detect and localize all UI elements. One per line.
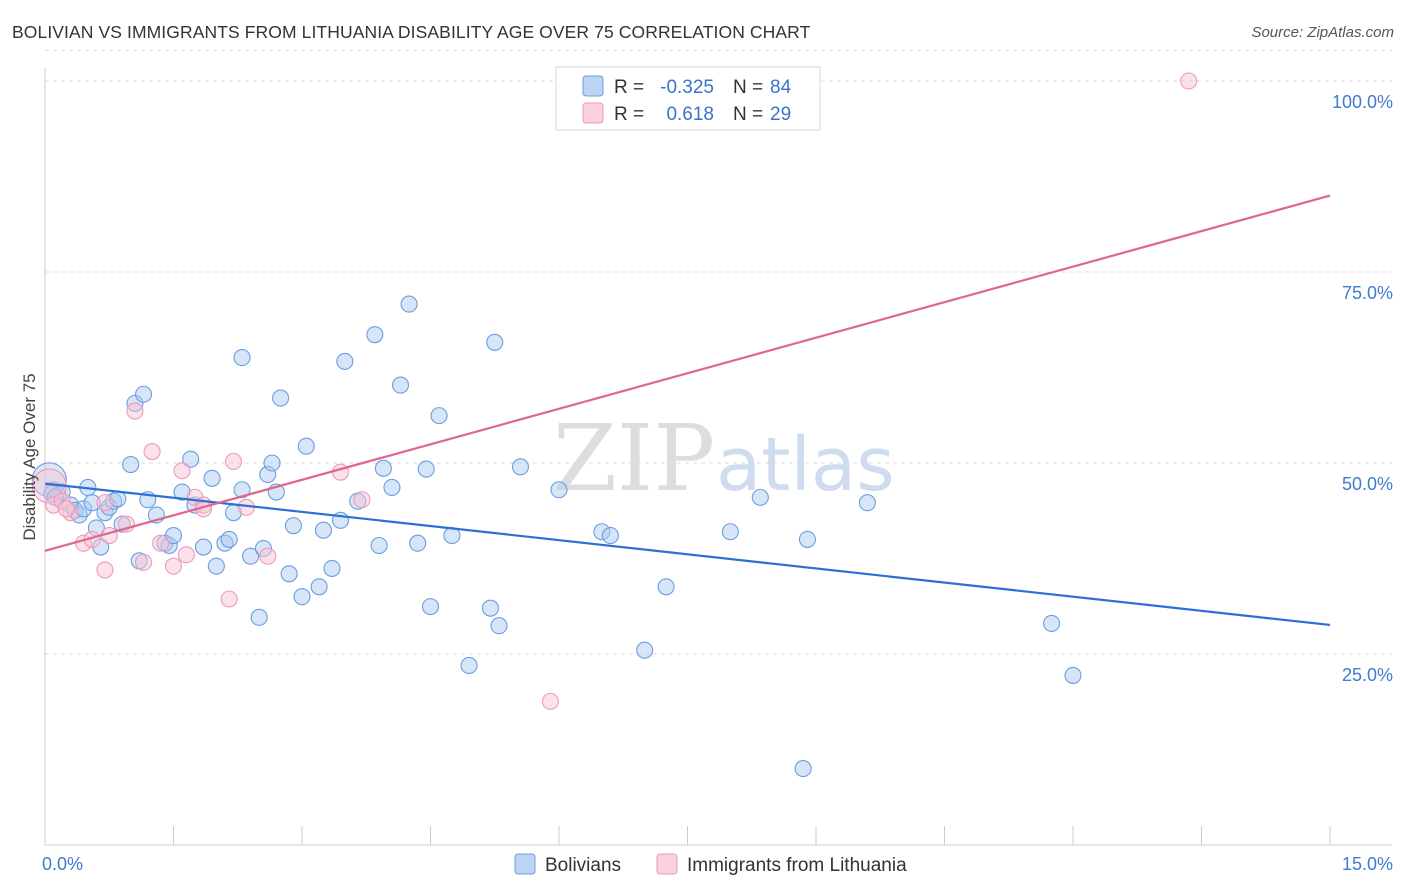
legend-n-value-lithuania: 29 — [770, 104, 791, 125]
bolivians-point — [417, 460, 435, 478]
bolivians-point — [636, 641, 654, 659]
bolivians-point — [430, 407, 448, 425]
lithuania-point — [143, 442, 161, 461]
bolivians-point — [421, 598, 440, 616]
y-tick-label: 75.0% — [1342, 283, 1393, 303]
bolivians-point — [383, 478, 401, 496]
bolivians-point — [280, 565, 298, 583]
chart-title: BOLIVIAN VS IMMIGRANTS FROM LITHUANIA DI… — [12, 22, 811, 42]
lithuania-trend-line — [44, 194, 1331, 552]
bolivians-point — [751, 488, 769, 506]
bolivians-point — [1064, 666, 1082, 684]
bolivians-point — [297, 437, 315, 455]
series-legend-label-lithuania: Immigrants from Lithuania — [687, 855, 907, 876]
lithuania-point — [57, 500, 75, 518]
bolivians-point — [370, 536, 388, 555]
source-text: Source: ZipAtlas.com — [1251, 24, 1394, 41]
lithuania-point — [177, 546, 195, 564]
lithuania-point — [1180, 72, 1198, 90]
legend-n-label-bolivians: N = — [733, 77, 763, 98]
bolivians-point — [314, 521, 332, 539]
y-axis-title: Disability Age Over 75 — [20, 373, 39, 540]
lithuania-point — [134, 553, 153, 571]
series-legend-swatch-bolivians — [514, 853, 536, 875]
lithuania-point — [220, 590, 238, 608]
legend-swatch-lithuania — [582, 102, 604, 124]
lithuania-point — [164, 557, 183, 575]
bolivians-point — [721, 523, 739, 541]
x-tick-label: 0.0% — [42, 854, 83, 874]
bolivians-point — [794, 760, 812, 778]
bolivians-point — [194, 538, 213, 556]
bolivians-point — [511, 458, 530, 476]
y-tick-label: 100.0% — [1332, 92, 1393, 112]
bolivians-point — [284, 517, 302, 535]
correlation-legend: R = -0.325 N = 84 R = 0.618 N = 29 — [555, 66, 821, 131]
series-legend-swatch-lithuania — [656, 853, 678, 875]
bolivians-point — [203, 469, 221, 487]
legend-swatch-bolivians — [582, 75, 604, 97]
bolivians-point — [323, 559, 341, 577]
bolivians-point — [798, 530, 816, 548]
bolivians-point — [164, 527, 183, 545]
legend-r-label-lithuania: R = — [614, 104, 644, 125]
legend-n-label-lithuania: N = — [733, 104, 763, 125]
bolivians-point — [134, 385, 153, 403]
watermark-zip: ZIP — [553, 405, 715, 512]
bolivians-point — [310, 578, 328, 596]
lithuania-point — [126, 402, 144, 420]
lithuania-point — [173, 462, 191, 480]
bolivians-point — [336, 352, 354, 370]
bolivians-point — [272, 389, 290, 407]
bolivians-point — [233, 349, 251, 367]
lithuania-point — [541, 692, 559, 710]
series-legend-label-bolivians: Bolivians — [545, 855, 621, 876]
bolivians-point — [366, 326, 384, 344]
bolivians-point — [601, 527, 619, 545]
bolivians-point — [250, 608, 268, 626]
bolivians-point — [858, 494, 876, 512]
lithuania-point — [224, 452, 243, 471]
bolivians-point — [182, 450, 200, 468]
x-tick-label: 15.0% — [1342, 854, 1393, 874]
bolivians-point — [374, 459, 392, 477]
watermark-atlas: atlas — [716, 422, 895, 508]
bolivians-point — [263, 454, 281, 472]
bolivians-point — [409, 534, 427, 552]
lithuania-point — [259, 547, 277, 565]
lithuania-point — [96, 561, 114, 579]
bolivians-point — [391, 376, 410, 394]
y-tick-label: 25.0% — [1342, 665, 1393, 685]
bolivians-point — [400, 295, 418, 313]
bolivians-trend-line — [44, 482, 1331, 627]
bolivians-point — [122, 455, 140, 474]
legend-r-value-bolivians: -0.325 — [660, 77, 714, 98]
axes-layer: 25.0% 50.0% 75.0% 100.0% 0.0% 15.0% — [42, 68, 1393, 874]
watermark: ZIP atlas — [553, 405, 895, 512]
bolivians-point — [486, 333, 504, 351]
bolivians-point — [490, 617, 508, 635]
bolivians-point — [657, 578, 675, 596]
legend-r-value-lithuania: 0.618 — [666, 104, 714, 125]
y-tick-label: 50.0% — [1342, 474, 1393, 494]
bolivians-point — [220, 530, 238, 548]
legend-n-value-bolivians: 84 — [770, 77, 792, 98]
bolivians-point — [233, 481, 251, 499]
bolivians-point — [550, 481, 568, 499]
bolivians-point — [293, 588, 311, 606]
bolivians-point — [1043, 614, 1061, 632]
trend-layer — [44, 194, 1331, 627]
bolivians-point — [207, 557, 225, 575]
lithuania-point — [152, 534, 170, 552]
lithuania-point — [96, 494, 114, 512]
bolivians-point — [460, 656, 478, 675]
lithuania-point — [353, 491, 371, 509]
bolivians-point — [242, 547, 260, 565]
legend-r-label-bolivians: R = — [614, 77, 644, 98]
bolivians-point — [481, 599, 500, 617]
series-legend: Bolivians Immigrants from Lithuania — [514, 853, 907, 876]
